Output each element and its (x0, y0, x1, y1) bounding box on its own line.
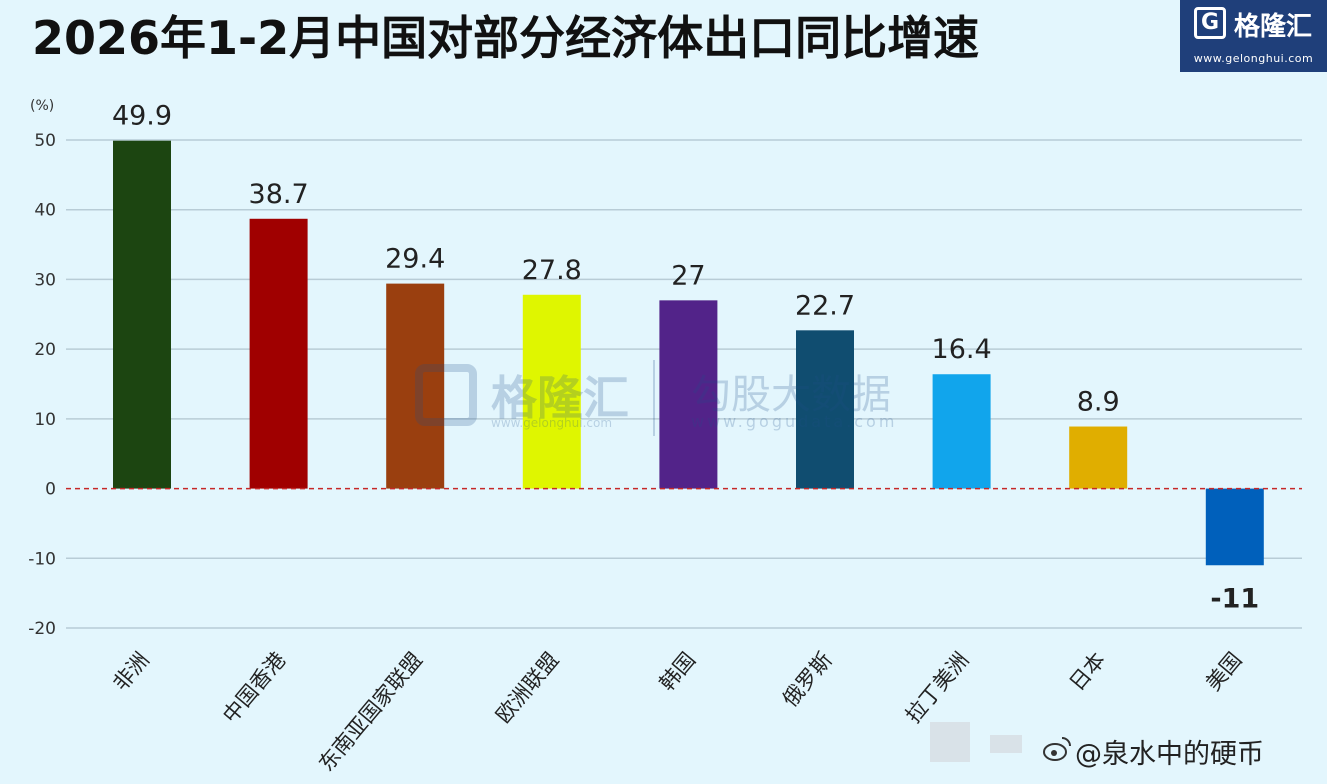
category-label: 非洲 (108, 648, 153, 696)
y-tick-label: 30 (34, 270, 56, 290)
bar (522, 294, 581, 489)
category-label: 美国 (1201, 648, 1246, 696)
weibo-icon (1043, 737, 1071, 761)
category-label: 韩国 (655, 648, 700, 696)
category-label: 东南亚国家联盟 (314, 648, 427, 776)
chart-title: 2026年1-2月中国对部分经济体出口同比增速 (32, 11, 980, 65)
blurred-area (930, 722, 970, 762)
blurred-area (990, 735, 1022, 753)
y-tick-label: -20 (28, 619, 56, 639)
logo-mark-icon: G (1194, 7, 1226, 39)
category-label: 俄罗斯 (778, 648, 837, 712)
bar (386, 283, 445, 489)
bar (659, 300, 718, 489)
category-label: 拉丁美洲 (901, 648, 973, 728)
category-label: 欧洲联盟 (491, 648, 563, 728)
y-tick-label: -10 (28, 549, 56, 569)
bar (796, 330, 854, 489)
bar (1205, 488, 1264, 566)
bars (113, 140, 1264, 566)
data-label: 27.8 (522, 255, 582, 286)
category-label: 日本 (1065, 648, 1110, 696)
logo-name: 格隆汇 (1234, 12, 1313, 42)
logo-url: www.gelonghui.com (1193, 52, 1314, 65)
y-tick-label: 20 (34, 340, 56, 360)
data-label: 27 (671, 260, 705, 291)
bar (249, 218, 308, 489)
data-label: 38.7 (249, 179, 309, 210)
bar (1069, 426, 1128, 489)
y-tick-label: 40 (34, 201, 56, 221)
y-axis-unit-label: (%) (30, 98, 54, 114)
data-label: 22.7 (795, 290, 855, 321)
y-tick-label: 0 (45, 480, 56, 500)
data-label: 49.9 (112, 101, 172, 132)
footer-credit: @泉水中的硬币 (1075, 739, 1264, 770)
data-labels: 49.9 38.7 29.4 27.8 27 22.7 16.4 8.9 -11 (112, 101, 1259, 615)
y-tick-label: 10 (34, 410, 56, 430)
data-label: 16.4 (932, 334, 992, 365)
data-label: 29.4 (385, 244, 445, 275)
bar (932, 374, 991, 489)
y-tick-label: 50 (34, 131, 56, 151)
data-label: -11 (1210, 583, 1259, 614)
gelonghui-logo: G 格隆汇 www.gelonghui.com (1180, 0, 1327, 72)
category-label: 中国香港 (218, 648, 290, 728)
y-axis-ticks: 50 40 30 20 10 0 -10 -20 (28, 131, 56, 639)
data-label: 8.9 (1077, 387, 1120, 418)
bar (113, 140, 171, 489)
